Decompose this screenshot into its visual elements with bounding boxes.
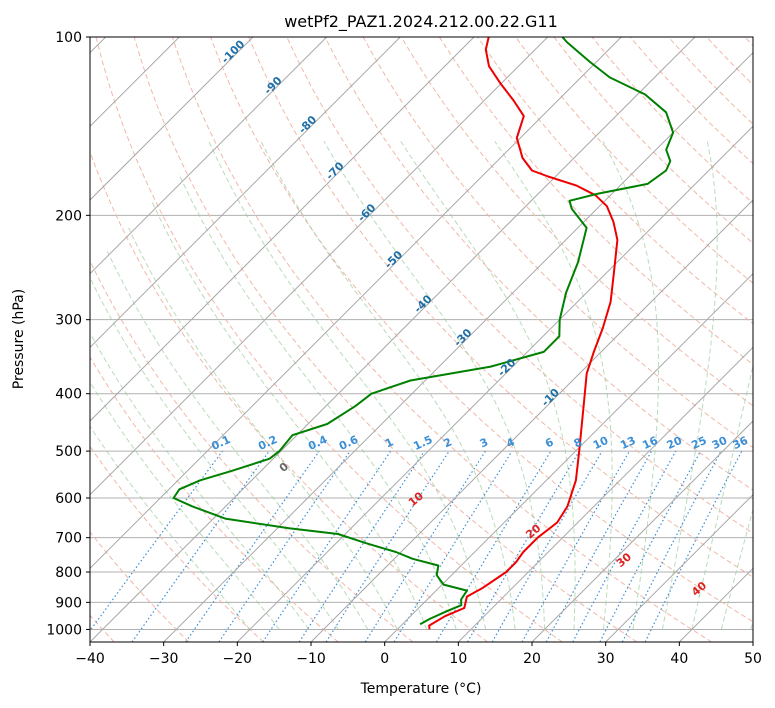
x-tick-label: 10	[449, 651, 467, 667]
isotherm	[163, 51, 753, 642]
mixing-ratio-label: 10	[591, 434, 611, 452]
x-tick-label: 50	[744, 651, 762, 667]
isotherm	[310, 199, 753, 642]
x-axis-ticks: −40 −30 −20 −10 0 10 20 30 40 50	[75, 642, 762, 667]
y-tick-label: 200	[55, 208, 82, 224]
dry-adiabat	[400, 37, 753, 407]
dry-adiabat	[438, 37, 753, 366]
isotherm	[90, 37, 622, 570]
isotherm	[90, 37, 475, 422]
mixing-ratio-line	[325, 450, 450, 642]
x-axis-label: Temperature (°C)	[360, 681, 482, 697]
chart-title: wetPf2_PAZ1.2024.212.00.22.G11	[284, 12, 558, 32]
mixing-ratio-line	[218, 450, 351, 642]
y-tick-label: 500	[55, 444, 82, 460]
moist-adiabat	[128, 227, 398, 630]
isotherm	[90, 37, 401, 349]
isotherm	[236, 125, 753, 642]
mixing-ratio-line	[521, 450, 631, 642]
mixing-ratio-line	[298, 450, 425, 642]
mixing-ratio-label: 30	[710, 434, 730, 452]
mixing-ratio-line	[572, 450, 677, 642]
y-axis-ticks: 100 200 300 400 500 600 700 800 900 1000	[46, 30, 90, 638]
mixing-ratio-line	[262, 450, 392, 642]
mixing-ratio-lines	[90, 450, 743, 642]
mixing-ratio-line	[393, 450, 513, 642]
mixing-ratio-line	[90, 450, 223, 632]
moist-adiabats	[90, 141, 753, 630]
x-tick-label: 40	[670, 651, 688, 667]
isotherm	[531, 420, 753, 642]
moist-adiabat	[208, 141, 487, 630]
y-tick-label: 1000	[46, 622, 82, 638]
mixing-ratio-label: 16	[640, 434, 660, 452]
moist-adiabat	[90, 425, 251, 630]
isotherm	[384, 272, 753, 642]
moist-adiabat	[260, 141, 516, 630]
dry-adiabat	[90, 150, 488, 642]
axes-frame	[89, 36, 754, 643]
isotherms	[90, 37, 753, 642]
mixing-ratio-label: 25	[689, 434, 708, 452]
dewpoint-line	[172, 37, 675, 626]
moist-adiabat	[691, 363, 753, 630]
y-tick-label: 800	[55, 565, 82, 581]
isotherm	[90, 37, 696, 642]
moist-adiabat	[323, 141, 546, 630]
mixing-ratio-label: 36	[731, 434, 751, 452]
x-tick-label: −20	[223, 651, 253, 667]
pressure-gridlines	[90, 37, 753, 630]
x-tick-label: −40	[75, 651, 105, 667]
dry-adiabat	[90, 531, 190, 642]
y-tick-label: 700	[55, 531, 82, 547]
isotherm	[90, 37, 549, 496]
isotherm	[605, 493, 753, 642]
mixing-ratio-label: 13	[618, 434, 637, 452]
moist-adiabat	[106, 251, 369, 630]
mixing-ratio-line	[644, 450, 743, 642]
y-tick-label: 100	[55, 30, 82, 46]
x-tick-label: 30	[597, 651, 615, 667]
profiles	[172, 37, 675, 630]
x-tick-label: −30	[149, 651, 179, 667]
dry-adiabat	[133, 37, 638, 642]
moist-adiabat	[178, 173, 457, 630]
x-tick-label: −10	[296, 651, 326, 667]
dry-adiabat	[90, 445, 264, 642]
y-tick-label: 400	[55, 387, 82, 403]
isotherm	[457, 346, 753, 642]
dry-adiabat	[515, 37, 753, 284]
isotherm	[90, 37, 328, 275]
x-tick-label: 0	[380, 651, 389, 667]
dry-adiabat	[171, 37, 712, 642]
moist-adiabat	[90, 381, 280, 630]
mixing-ratio-line	[545, 450, 653, 642]
mixing-ratio-line	[131, 450, 270, 642]
dry-adiabat	[210, 37, 753, 623]
moist-adiabat	[90, 276, 339, 630]
moist-adiabat	[151, 201, 428, 630]
mixing-ratio-label: 20	[665, 434, 685, 452]
x-tick-label: 20	[523, 651, 541, 667]
dry-adiabat	[248, 37, 753, 578]
dry-adiabat	[95, 37, 563, 642]
y-tick-label: 600	[55, 491, 82, 507]
y-axis-label: Pressure (hPa)	[11, 289, 27, 389]
isotherm	[90, 37, 254, 201]
y-tick-label: 300	[55, 313, 82, 329]
dry-adiabat	[324, 37, 753, 491]
mixing-ratio-line	[185, 450, 320, 642]
y-tick-label: 900	[55, 595, 82, 611]
temperature-line	[428, 37, 619, 630]
